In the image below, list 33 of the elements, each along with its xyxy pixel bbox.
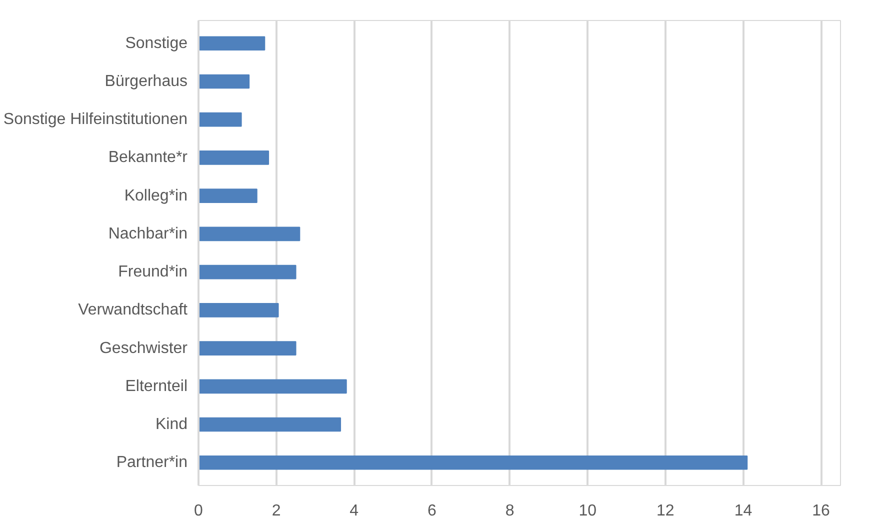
x-tick-label: 12: [656, 502, 674, 520]
bar: [198, 226, 300, 242]
bar: [198, 303, 279, 318]
y-tick-label: Kind: [155, 416, 188, 434]
bar: [198, 455, 748, 470]
bar: [198, 112, 242, 127]
x-tick-label: 8: [505, 502, 514, 520]
bar: [198, 264, 296, 280]
x-tick-label: 0: [194, 502, 204, 520]
y-tick-label: Nachbar*in: [108, 225, 188, 242]
bar: [198, 74, 250, 89]
y-tick-label: Kolleg*in: [124, 187, 188, 204]
y-tick-label: Sonstige: [125, 34, 188, 52]
y-tick-label: Freund*in: [118, 264, 188, 281]
bar: [198, 417, 342, 432]
y-tick-label: Verwandtschaft: [78, 302, 188, 319]
bar: [198, 379, 347, 394]
y-tick-label: Sonstige Hilfeinstitutionen: [3, 111, 188, 128]
bar: [198, 341, 296, 356]
y-tick-label: Partner*in: [116, 454, 188, 472]
y-tick-label: Elternteil: [125, 378, 188, 395]
y-tick-label: Bekannte*r: [108, 149, 188, 166]
x-tick-label: 14: [734, 502, 752, 520]
x-tick-label: 6: [428, 502, 437, 520]
y-tick-label: Bürgerhaus: [104, 72, 188, 90]
x-tick-label: 2: [272, 502, 281, 520]
x-tick-label: 10: [578, 502, 597, 520]
bar: [198, 150, 270, 165]
bar: [198, 188, 258, 203]
x-tick-label: 4: [350, 502, 359, 520]
y-tick-label: Geschwister: [99, 340, 188, 357]
x-tick-label: 16: [812, 502, 830, 520]
bar: [198, 36, 266, 51]
